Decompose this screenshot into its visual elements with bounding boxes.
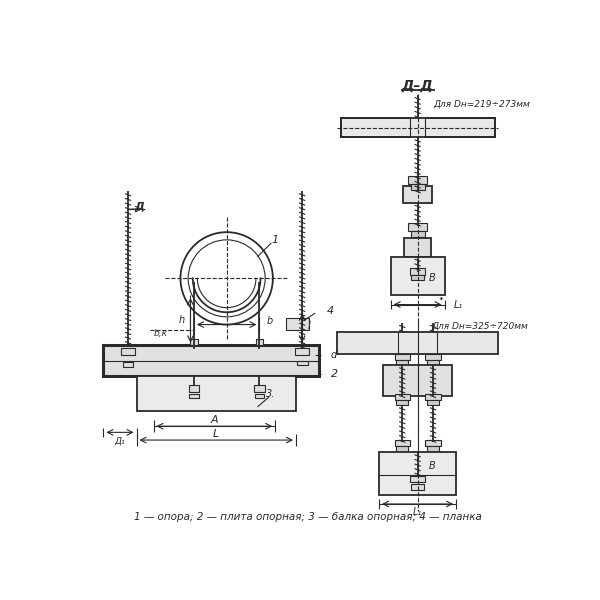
Bar	[425, 354, 441, 360]
Text: Д: Д	[134, 202, 144, 212]
Bar	[395, 440, 410, 446]
Bar	[425, 440, 441, 446]
Bar	[391, 257, 445, 295]
Bar	[256, 339, 263, 346]
Bar	[427, 400, 439, 406]
Text: h: h	[178, 316, 184, 325]
Text: L₁: L₁	[454, 299, 463, 310]
Text: b,к: b,к	[154, 329, 167, 338]
Bar	[379, 452, 456, 495]
Bar	[409, 223, 427, 230]
Bar	[121, 349, 135, 355]
Text: 3.: 3.	[266, 389, 275, 399]
Text: L₁: L₁	[413, 506, 422, 517]
Bar	[123, 362, 133, 367]
Bar	[395, 354, 410, 360]
Bar	[395, 394, 410, 400]
Text: 1 — опора; 2 — плита опорная; 3 — балка опорная; 4 — планка: 1 — опора; 2 — плита опорная; 3 — балка …	[134, 512, 481, 522]
Bar	[295, 349, 309, 355]
Text: d: d	[331, 350, 337, 359]
Bar	[410, 476, 425, 482]
Bar	[255, 394, 264, 398]
Bar	[412, 275, 424, 280]
Bar	[190, 339, 198, 346]
Bar	[297, 361, 308, 365]
Bar	[410, 184, 425, 190]
Bar	[137, 376, 296, 411]
Bar	[188, 385, 199, 392]
Bar	[396, 400, 409, 406]
Bar	[254, 385, 265, 392]
Bar	[337, 332, 499, 354]
Bar	[190, 394, 199, 398]
Bar	[103, 346, 319, 376]
Text: Для Dн=219÷273мм: Для Dн=219÷273мм	[433, 100, 530, 109]
Bar	[383, 365, 452, 396]
Text: •: •	[438, 295, 443, 304]
Text: b: b	[267, 316, 274, 326]
Text: 1: 1	[272, 235, 279, 245]
Bar	[286, 319, 309, 330]
Bar	[412, 484, 424, 490]
Text: l: l	[308, 321, 310, 331]
Bar	[410, 268, 425, 275]
Bar	[403, 186, 432, 203]
Bar	[427, 360, 439, 365]
Text: Д₁: Д₁	[115, 437, 125, 446]
Bar	[427, 446, 439, 452]
Text: A: A	[211, 415, 218, 425]
Text: B: B	[429, 274, 436, 283]
Text: 2: 2	[331, 369, 338, 379]
Text: 4: 4	[327, 306, 334, 316]
Bar	[396, 360, 409, 365]
Text: Для Dн=325÷720мм: Для Dн=325÷720мм	[431, 322, 528, 331]
Bar	[409, 176, 427, 184]
Text: L: L	[213, 429, 220, 439]
Text: B: B	[429, 461, 436, 471]
Bar	[341, 118, 494, 137]
Bar	[404, 238, 431, 257]
Bar	[410, 230, 425, 237]
Bar	[425, 394, 441, 400]
Bar	[396, 446, 409, 452]
Text: Д–Д: Д–Д	[402, 79, 433, 93]
